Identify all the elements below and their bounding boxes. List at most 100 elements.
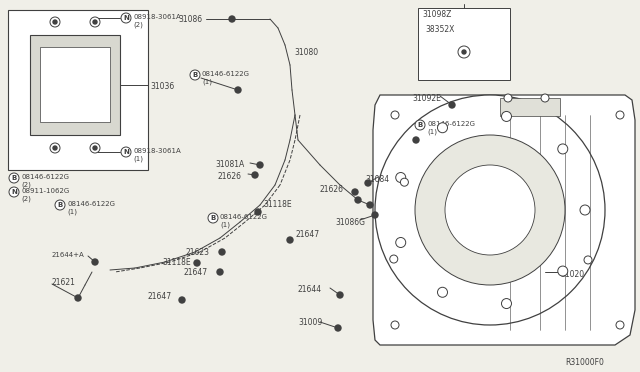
Text: 31081A: 31081A	[215, 160, 244, 169]
FancyBboxPatch shape	[500, 98, 560, 116]
Text: 08918-3061A: 08918-3061A	[133, 148, 180, 154]
Text: B: B	[12, 175, 17, 181]
Circle shape	[372, 212, 378, 218]
Circle shape	[55, 200, 65, 210]
Text: 31080: 31080	[294, 48, 318, 57]
Polygon shape	[373, 95, 635, 345]
Text: 21647: 21647	[295, 230, 319, 239]
Circle shape	[445, 165, 535, 255]
Circle shape	[365, 180, 371, 186]
Circle shape	[287, 237, 293, 243]
Circle shape	[53, 20, 57, 24]
Circle shape	[90, 17, 100, 27]
Circle shape	[396, 173, 406, 183]
Text: 21626: 21626	[320, 185, 344, 194]
Circle shape	[558, 266, 568, 276]
Circle shape	[255, 209, 261, 215]
Text: N: N	[123, 149, 129, 155]
FancyBboxPatch shape	[30, 35, 120, 135]
Text: 31118E: 31118E	[162, 258, 191, 267]
Text: 21644: 21644	[298, 285, 322, 294]
Circle shape	[413, 137, 419, 143]
Text: B: B	[211, 215, 216, 221]
Circle shape	[217, 269, 223, 275]
Circle shape	[375, 95, 605, 325]
Circle shape	[190, 70, 200, 80]
FancyBboxPatch shape	[40, 47, 110, 122]
Text: (2): (2)	[133, 21, 143, 28]
Text: 08911-1062G: 08911-1062G	[21, 188, 69, 194]
Text: 31020: 31020	[560, 270, 584, 279]
Circle shape	[391, 111, 399, 119]
Text: 21644+A: 21644+A	[52, 252, 84, 258]
Circle shape	[93, 146, 97, 150]
Circle shape	[462, 50, 466, 54]
FancyBboxPatch shape	[418, 8, 510, 80]
Text: 31084: 31084	[365, 175, 389, 184]
Text: R31000F0: R31000F0	[565, 358, 604, 367]
Circle shape	[9, 187, 19, 197]
Circle shape	[352, 189, 358, 195]
Text: 08146-6122G: 08146-6122G	[67, 201, 115, 207]
Text: (1): (1)	[220, 221, 230, 228]
Text: 08146-6122G: 08146-6122G	[21, 174, 69, 180]
Circle shape	[415, 135, 565, 285]
Circle shape	[458, 46, 470, 58]
Text: 21623: 21623	[186, 248, 210, 257]
Text: (1): (1)	[202, 78, 212, 84]
Circle shape	[53, 146, 57, 150]
Text: 31036: 31036	[150, 82, 174, 91]
Text: 08918-3061A: 08918-3061A	[133, 14, 180, 20]
Text: 08146-6122G: 08146-6122G	[427, 121, 475, 127]
Circle shape	[502, 112, 511, 121]
Circle shape	[438, 123, 447, 133]
Circle shape	[252, 172, 258, 178]
Circle shape	[401, 178, 408, 186]
Circle shape	[337, 292, 343, 298]
Circle shape	[616, 321, 624, 329]
Text: B: B	[417, 122, 422, 128]
Circle shape	[449, 102, 455, 108]
Text: 31009: 31009	[298, 318, 323, 327]
Text: (2): (2)	[21, 195, 31, 202]
Circle shape	[92, 259, 98, 265]
Circle shape	[390, 255, 398, 263]
Circle shape	[121, 147, 131, 157]
Circle shape	[541, 94, 549, 102]
Text: B: B	[58, 202, 63, 208]
Circle shape	[257, 162, 263, 168]
Text: (1): (1)	[427, 128, 437, 135]
Text: 08146-6122G: 08146-6122G	[220, 214, 268, 220]
Text: N: N	[123, 15, 129, 21]
Text: B: B	[193, 72, 198, 78]
Text: 31086: 31086	[178, 15, 202, 24]
Circle shape	[438, 287, 447, 297]
Circle shape	[391, 321, 399, 329]
Text: N: N	[11, 189, 17, 195]
Circle shape	[50, 143, 60, 153]
Text: 31118E: 31118E	[263, 200, 292, 209]
Circle shape	[415, 120, 425, 130]
Circle shape	[93, 20, 97, 24]
Circle shape	[504, 94, 512, 102]
Text: 38352X: 38352X	[425, 25, 454, 34]
Circle shape	[50, 17, 60, 27]
Circle shape	[616, 111, 624, 119]
Circle shape	[219, 249, 225, 255]
FancyBboxPatch shape	[8, 10, 148, 170]
Circle shape	[229, 16, 235, 22]
Text: (1): (1)	[67, 208, 77, 215]
Circle shape	[194, 260, 200, 266]
Text: 31092E: 31092E	[412, 94, 441, 103]
Circle shape	[584, 256, 592, 264]
Circle shape	[9, 173, 19, 183]
Text: (2): (2)	[21, 181, 31, 187]
Circle shape	[396, 237, 406, 247]
Text: 31098Z: 31098Z	[422, 10, 451, 19]
Circle shape	[335, 325, 341, 331]
Text: 31086G: 31086G	[335, 218, 365, 227]
Text: 21621: 21621	[52, 278, 76, 287]
Circle shape	[558, 144, 568, 154]
Circle shape	[90, 143, 100, 153]
Circle shape	[121, 13, 131, 23]
